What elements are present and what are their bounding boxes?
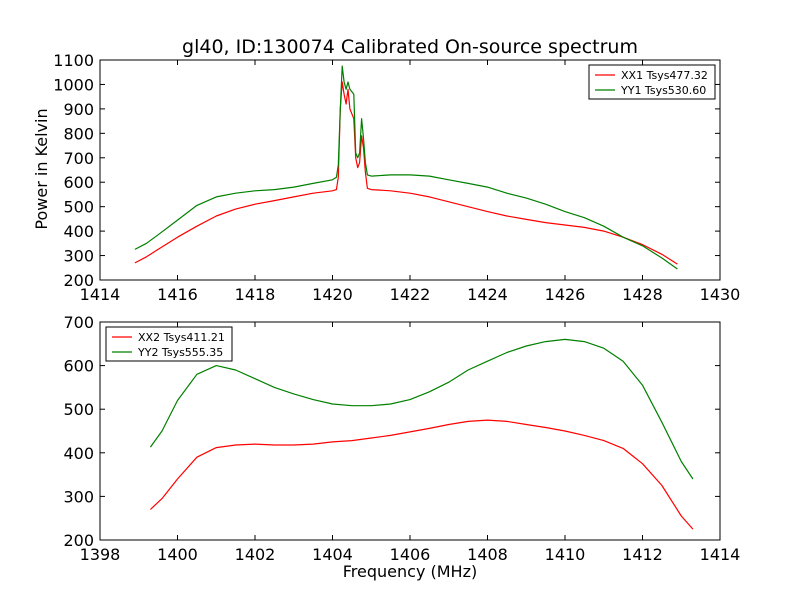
series-line-1-1	[149, 338, 694, 480]
legend-box	[105, 326, 233, 362]
x-tick-label: 1414	[700, 545, 741, 564]
y-tick-label: 800	[63, 124, 94, 143]
x-tick-label: 1430	[700, 285, 741, 304]
x-tick-label: 1398	[80, 545, 121, 564]
series-line-0-0	[134, 81, 678, 265]
y-tick-label: 500	[63, 198, 94, 217]
legend-label: YY2 Tsys555.35	[137, 346, 223, 359]
x-tick-label: 1418	[235, 285, 276, 304]
legend-label: YY1 Tsys530.60	[620, 84, 706, 97]
series-line-1-0	[149, 419, 694, 530]
y-tick-label: 700	[63, 313, 94, 332]
x-tick-label: 1400	[157, 545, 198, 564]
y-tick-label: 700	[63, 149, 94, 168]
x-tick-label: 1408	[467, 545, 508, 564]
y-tick-label: 300	[63, 487, 94, 506]
x-tick-label: 1414	[80, 285, 121, 304]
x-tick-label: 1420	[312, 285, 353, 304]
y-tick-label: 1000	[53, 75, 94, 94]
x-axis-label: Frequency (MHz)	[343, 562, 477, 581]
x-tick-label: 1422	[390, 285, 431, 304]
x-tick-label: 1428	[622, 285, 663, 304]
chart-title: gl40, ID:130074 Calibrated On-source spe…	[182, 36, 638, 58]
y-tick-label: 500	[63, 400, 94, 419]
legend-label: XX1 Tsys477.32	[621, 69, 708, 82]
x-tick-label: 1426	[545, 285, 586, 304]
x-tick-label: 1424	[467, 285, 508, 304]
y-tick-label: 1100	[53, 51, 94, 70]
y-tick-label: 400	[63, 222, 94, 241]
legend-box	[588, 64, 716, 100]
x-tick-label: 1412	[622, 545, 663, 564]
y-tick-label: 900	[63, 100, 94, 119]
series-line-0-1	[134, 65, 678, 270]
x-tick-label: 1404	[312, 545, 353, 564]
y-tick-label: 200	[63, 531, 94, 550]
x-tick-label: 1416	[157, 285, 198, 304]
x-tick-label: 1406	[390, 545, 431, 564]
top-plot: 1414 1416 1418 1420 1422 1424 1426 1428 1430 200 3…	[53, 51, 740, 304]
y-tick-label: 400	[63, 444, 94, 463]
y-axis-label: Power in Kelvin	[32, 108, 51, 229]
legend-label: XX2 Tsys411.21	[138, 331, 225, 344]
bottom-plot: 1398 1400 1402 1404 1406 1408 1410 1412 1414 200 3…	[63, 313, 740, 564]
y-tick-label: 600	[63, 173, 94, 192]
y-tick-label: 600	[63, 357, 94, 376]
x-tick-label: 1402	[235, 545, 276, 564]
y-tick-label: 300	[63, 247, 94, 266]
y-tick-label: 200	[63, 271, 94, 290]
x-tick-label: 1410	[545, 545, 586, 564]
